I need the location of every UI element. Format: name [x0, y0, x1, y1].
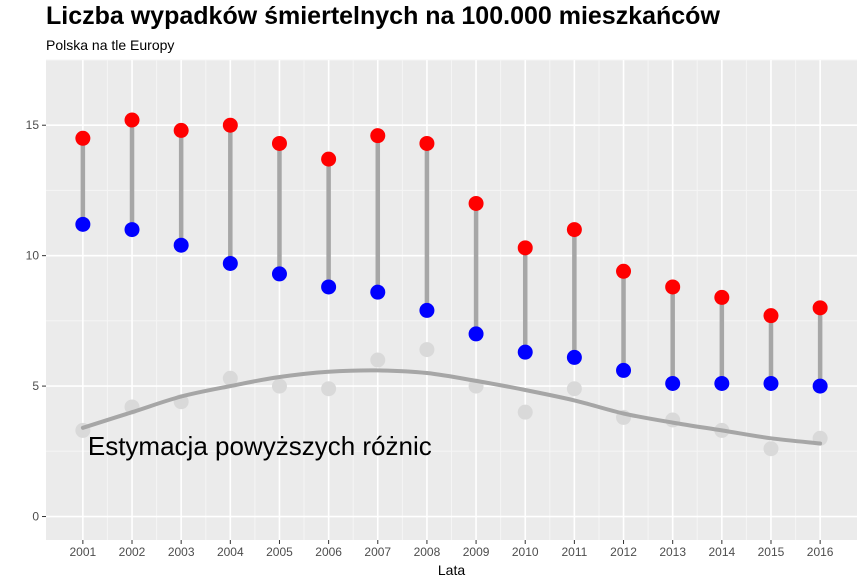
high-point — [370, 128, 386, 144]
x-tick-label: 2008 — [414, 545, 441, 559]
high-point — [271, 135, 287, 151]
low-point — [517, 344, 533, 360]
high-point — [419, 135, 435, 151]
x-tick-label: 2010 — [512, 545, 539, 559]
y-axis: 0 5 10 15 — [26, 118, 46, 524]
range-segments — [80, 120, 823, 387]
chart-title: Liczba wypadków śmiertelnych na 100.000 … — [46, 2, 720, 30]
high-points — [75, 112, 828, 324]
low-point — [173, 237, 189, 253]
low-point — [665, 375, 681, 391]
x-tick-label: 2007 — [364, 545, 391, 559]
low-point — [75, 216, 91, 232]
low-point — [616, 362, 632, 378]
x-tick-label: 2011 — [561, 545, 587, 559]
annotation-label: Estymacja powyższych różnic — [88, 431, 432, 461]
x-tick-label: 2004 — [217, 545, 244, 559]
high-point — [222, 117, 238, 133]
high-point — [812, 300, 828, 316]
x-tick-label: 2001 — [70, 545, 97, 559]
high-point — [763, 308, 779, 324]
low-point — [714, 375, 730, 391]
high-point — [321, 151, 337, 167]
high-point — [616, 263, 632, 279]
high-point — [517, 240, 533, 256]
x-axis-title: Lata — [438, 562, 465, 578]
low-point — [419, 302, 435, 318]
low-point — [321, 279, 337, 295]
y-tick-label: 10 — [26, 249, 40, 263]
low-point — [271, 266, 287, 282]
low-point — [566, 349, 582, 365]
high-point — [714, 289, 730, 305]
chart-subtitle: Polska na tle Europy — [46, 37, 175, 53]
x-tick-label: 2009 — [463, 545, 490, 559]
high-point — [468, 195, 484, 211]
x-tick-label: 2015 — [758, 545, 785, 559]
difference-point — [566, 381, 582, 397]
high-point — [75, 130, 91, 146]
y-tick-label: 0 — [32, 510, 39, 524]
x-tick-label: 2002 — [119, 545, 146, 559]
low-point — [124, 222, 140, 238]
high-point — [173, 122, 189, 138]
y-tick-label: 5 — [32, 379, 39, 393]
trend-line — [80, 368, 823, 446]
high-point — [124, 112, 140, 128]
x-tick-label: 2012 — [610, 545, 637, 559]
x-tick-label: 2016 — [807, 545, 834, 559]
low-point — [468, 326, 484, 342]
x-tick-label: 2003 — [168, 545, 195, 559]
difference-point — [222, 370, 238, 386]
x-tick-label: 2006 — [315, 545, 342, 559]
low-point — [763, 375, 779, 391]
difference-point — [419, 342, 435, 358]
difference-point — [517, 404, 533, 420]
y-tick-label: 15 — [26, 118, 40, 132]
low-point — [370, 284, 386, 300]
difference-point — [763, 441, 779, 457]
high-point — [665, 279, 681, 295]
x-tick-label: 2005 — [266, 545, 293, 559]
low-point — [222, 255, 238, 271]
low-point — [812, 378, 828, 394]
grid-minor — [46, 59, 857, 540]
difference-point — [321, 381, 337, 397]
x-tick-label: 2013 — [659, 545, 686, 559]
x-axis: 2001 2002 2003 2004 2005 2006 2007 2008 2009 2010… — [70, 540, 834, 559]
difference-point — [271, 378, 287, 394]
difference-point — [370, 352, 386, 368]
high-point — [566, 222, 582, 238]
low-points — [75, 216, 828, 394]
x-tick-label: 2014 — [708, 545, 735, 559]
